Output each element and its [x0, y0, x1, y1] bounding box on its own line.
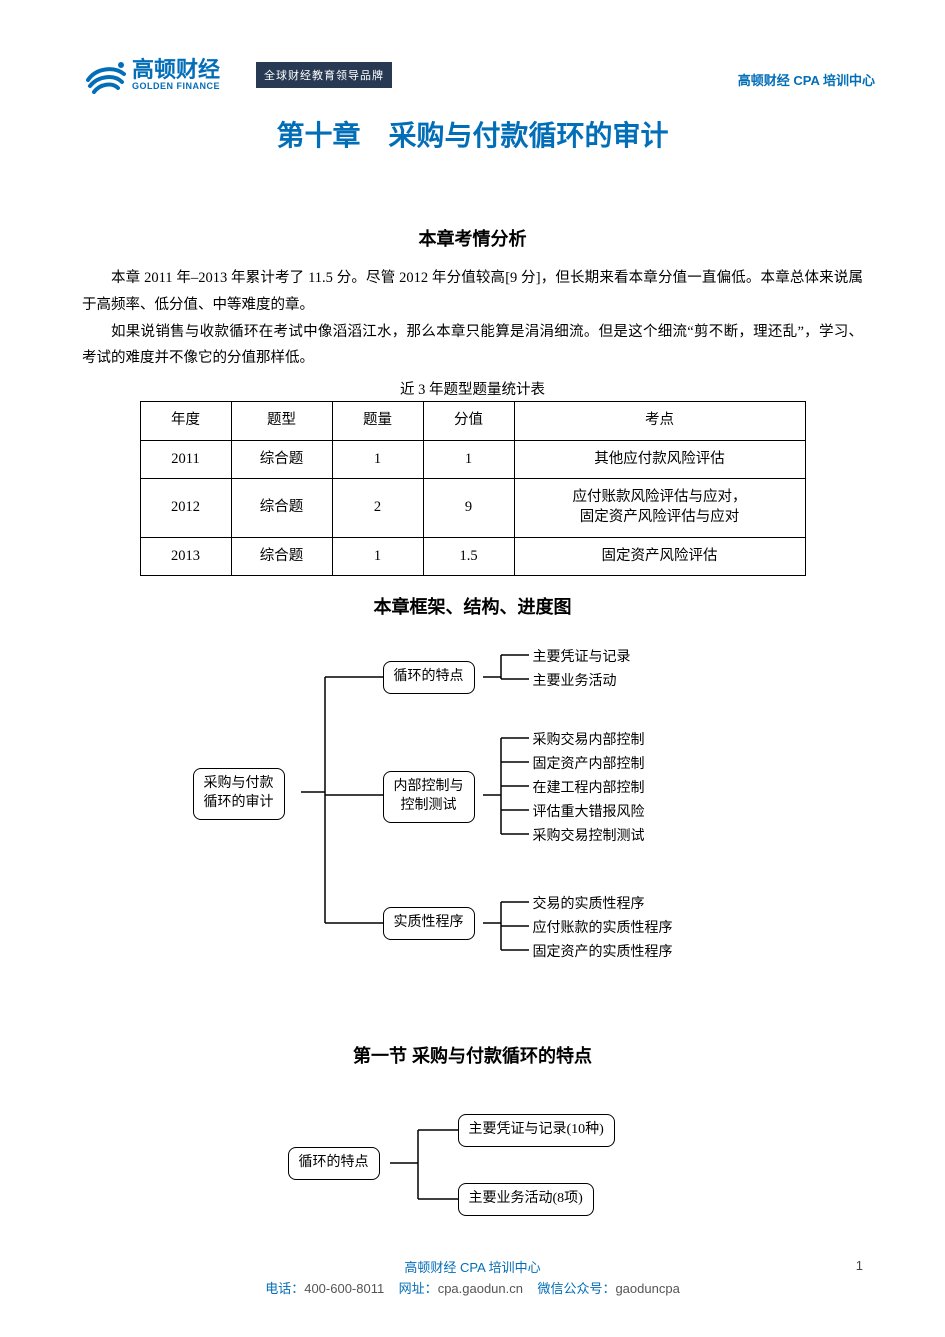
table-cell: 2012: [140, 479, 231, 537]
diagA-leaf: 固定资产的实质性程序: [533, 941, 673, 961]
diagA-leaf: 交易的实质性程序: [533, 893, 645, 913]
page-header: 高顿财经 GOLDEN FINANCE 全球财经教育领导品牌 高顿财经 CPA …: [86, 56, 875, 106]
table-cell: 2013: [140, 537, 231, 576]
table-cell: 1: [332, 440, 423, 479]
table-cell: 2: [332, 479, 423, 537]
diagA-leaf: 应付账款的实质性程序: [533, 917, 673, 937]
section-characteristics: 第一节 采购与付款循环的特点 循环的特点 主要凭证与记录(10种) 主要业务活动…: [82, 1042, 863, 1230]
table-cell: 2011: [140, 440, 231, 479]
table-cell: 1: [332, 537, 423, 576]
table-row: 2011综合题11其他应付款风险评估: [140, 440, 805, 479]
diagA-leaf: 采购交易控制测试: [533, 825, 645, 845]
diagB-child-node: 主要凭证与记录(10种): [458, 1114, 615, 1147]
table-cell: 固定资产风险评估: [514, 537, 805, 576]
table-header-cell: 考点: [514, 402, 805, 441]
table-header-cell: 题量: [332, 402, 423, 441]
brand-block: 高顿财经 GOLDEN FINANCE: [86, 56, 220, 94]
page-footer: 高顿财经 CPA 培训中心 电话：400-600-8011 网址：cpa.gao…: [0, 1258, 945, 1300]
table-cell: 1: [423, 440, 514, 479]
table-cell: 综合题: [231, 440, 332, 479]
table-cell: 其他应付款风险评估: [514, 440, 805, 479]
footer-wechat-label: 微信公众号：: [537, 1281, 615, 1296]
chapter-title: 第十章 采购与付款循环的审计: [0, 114, 945, 154]
diagA-leaf: 主要业务活动: [533, 670, 617, 690]
stats-table: 年度题型题量分值考点2011综合题11其他应付款风险评估2012综合题29应付账…: [140, 401, 806, 576]
document-page: 高顿财经 GOLDEN FINANCE 全球财经教育领导品牌 高顿财经 CPA …: [0, 0, 945, 1337]
page-number: 1: [856, 1258, 863, 1273]
section2-heading: 本章框架、结构、进度图: [82, 593, 863, 619]
diagA-leaf: 评估重大错报风险: [533, 801, 645, 821]
footer-web-label: 网址：: [399, 1281, 438, 1296]
brand-name-cn: 高顿财经: [132, 59, 220, 81]
table-header-cell: 年度: [140, 402, 231, 441]
table-cell: 综合题: [231, 537, 332, 576]
diagA-leaf: 主要凭证与记录: [533, 646, 631, 666]
section-exam-analysis: 本章考情分析 本章 2011 年–2013 年累计考了 11.5 分。尽管 20…: [82, 225, 863, 576]
footer-tel-value: 400-600-8011: [304, 1281, 384, 1296]
section1-para1: 本章 2011 年–2013 年累计考了 11.5 分。尽管 2012 年分值较…: [82, 265, 863, 319]
diagB-child-node: 主要业务活动(8项): [458, 1183, 594, 1216]
diagA-root-node: 采购与付款循环的审计: [193, 768, 285, 820]
section1-heading: 本章考情分析: [82, 225, 863, 251]
brand-logo-icon: [86, 56, 126, 94]
table-cell: 9: [423, 479, 514, 537]
brand-name-en: GOLDEN FINANCE: [132, 81, 220, 91]
diagA-child-node: 内部控制与控制测试: [383, 771, 475, 823]
diagA-leaf: 采购交易内部控制: [533, 729, 645, 749]
diagB-root-node: 循环的特点: [288, 1147, 380, 1180]
footer-wechat-value: gaoduncpa: [615, 1281, 679, 1296]
table-cell: 应付账款风险评估与应对，固定资产风险评估与应对: [514, 479, 805, 537]
section-framework: 本章框架、结构、进度图 采购与付款循环的审计 循环的特点 内部控制与控制测试 实…: [82, 593, 863, 985]
diagA-child-node: 循环的特点: [383, 661, 475, 694]
brand-slogan: 全球财经教育领导品牌: [256, 62, 392, 88]
footer-tel-label: 电话：: [265, 1281, 304, 1296]
characteristics-diagram: 循环的特点 主要凭证与记录(10种) 主要业务活动(8项): [258, 1100, 688, 1230]
header-right-text: 高顿财经 CPA 培训中心: [738, 70, 875, 89]
footer-web-value: cpa.gaodun.cn: [438, 1281, 523, 1296]
section3-heading: 第一节 采购与付款循环的特点: [82, 1042, 863, 1068]
diagA-leaf: 固定资产内部控制: [533, 753, 645, 773]
framework-diagram: 采购与付款循环的审计 循环的特点 内部控制与控制测试 实质性程序 主要凭证与记录…: [193, 635, 753, 985]
table-header-cell: 分值: [423, 402, 514, 441]
footer-line1: 高顿财经 CPA 培训中心: [0, 1258, 945, 1279]
section1-para2: 如果说销售与收款循环在考试中像滔滔江水，那么本章只能算是涓涓细流。但是这个细流“…: [82, 319, 863, 373]
table-cell: 综合题: [231, 479, 332, 537]
table-header-cell: 题型: [231, 402, 332, 441]
diagA-leaf: 在建工程内部控制: [533, 777, 645, 797]
table-row: 2013综合题11.5固定资产风险评估: [140, 537, 805, 576]
table-caption: 近 3 年题型题量统计表: [82, 378, 863, 399]
diagA-child-node: 实质性程序: [383, 907, 475, 940]
table-cell: 1.5: [423, 537, 514, 576]
table-row: 2012综合题29应付账款风险评估与应对，固定资产风险评估与应对: [140, 479, 805, 537]
